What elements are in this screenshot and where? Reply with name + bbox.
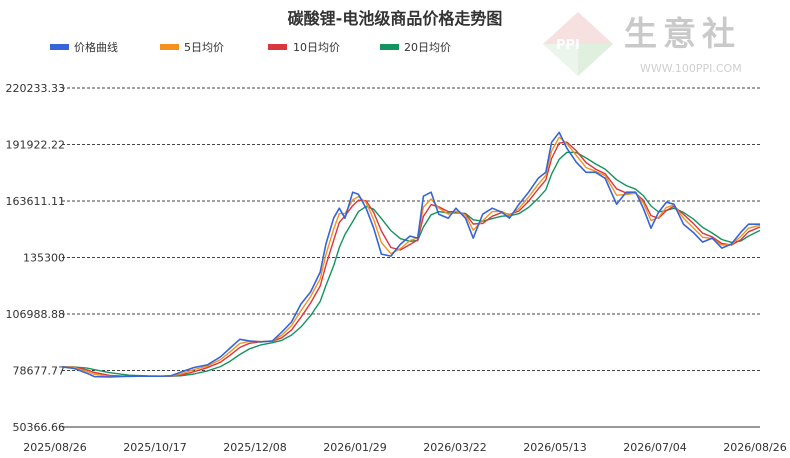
y-tick-label: 163611.11 xyxy=(6,195,66,208)
x-tick-label: 2026/03/22 xyxy=(423,441,486,454)
x-tick-label: 2025/08/26 xyxy=(23,441,86,454)
gridlines xyxy=(62,87,760,428)
legend-label-price: 价格曲线 xyxy=(74,40,118,54)
legend-swatch-ma5 xyxy=(160,44,179,50)
y-tick-label: 220233.33 xyxy=(6,82,66,95)
x-tick-label: 2026/01/29 xyxy=(323,441,386,454)
watermark-url: WWW.100PPI.COM xyxy=(640,62,742,75)
x-tick-label: 2026/05/13 xyxy=(523,441,586,454)
legend: 价格曲线 5日均价 10日均价 20日均价 xyxy=(50,40,451,54)
svg-text:PPI: PPI xyxy=(556,38,580,53)
series-ma20-line xyxy=(61,151,761,377)
watermark-logo: PPI xyxy=(543,12,613,76)
legend-swatch-ma10 xyxy=(268,44,287,50)
x-tick-label: 2026/08/26 xyxy=(723,441,786,454)
y-tick-label: 78677.77 xyxy=(13,365,66,378)
legend-item-ma20[interactable]: 20日均价 xyxy=(380,41,451,54)
series-ma10-line xyxy=(61,141,761,378)
watermark-brand: 生意社 xyxy=(624,14,741,53)
legend-label-ma10: 10日均价 xyxy=(293,41,340,54)
x-axis: 2025/08/26 2025/10/17 2025/12/08 2026/01/29… xyxy=(23,441,786,454)
chart-title: 碳酸锂-电池级商品价格走势图 xyxy=(288,9,503,28)
legend-item-price[interactable]: 价格曲线 xyxy=(50,40,118,54)
series-ma5-line xyxy=(61,136,761,378)
legend-item-ma5[interactable]: 5日均价 xyxy=(160,41,224,54)
y-tick-label: 191922.22 xyxy=(6,139,66,152)
legend-swatch-price xyxy=(50,44,69,50)
legend-label-ma5: 5日均价 xyxy=(184,41,224,54)
x-tick-label: 2025/12/08 xyxy=(223,441,286,454)
x-tick-label: 2026/07/04 xyxy=(623,441,686,454)
y-tick-label: 50366.66 xyxy=(13,421,66,434)
y-tick-label: 106988.88 xyxy=(6,308,66,321)
series-lines xyxy=(61,131,761,378)
legend-label-ma20: 20日均价 xyxy=(404,41,451,54)
y-tick-label: 135300 xyxy=(23,252,65,265)
legend-swatch-ma20 xyxy=(380,44,399,50)
y-axis: 220233.33 191922.22 163611.11 135300 106988.… xyxy=(6,82,66,434)
series-price-line xyxy=(61,131,760,378)
legend-item-ma10[interactable]: 10日均价 xyxy=(268,41,340,54)
x-tick-label: 2025/10/17 xyxy=(123,441,186,454)
